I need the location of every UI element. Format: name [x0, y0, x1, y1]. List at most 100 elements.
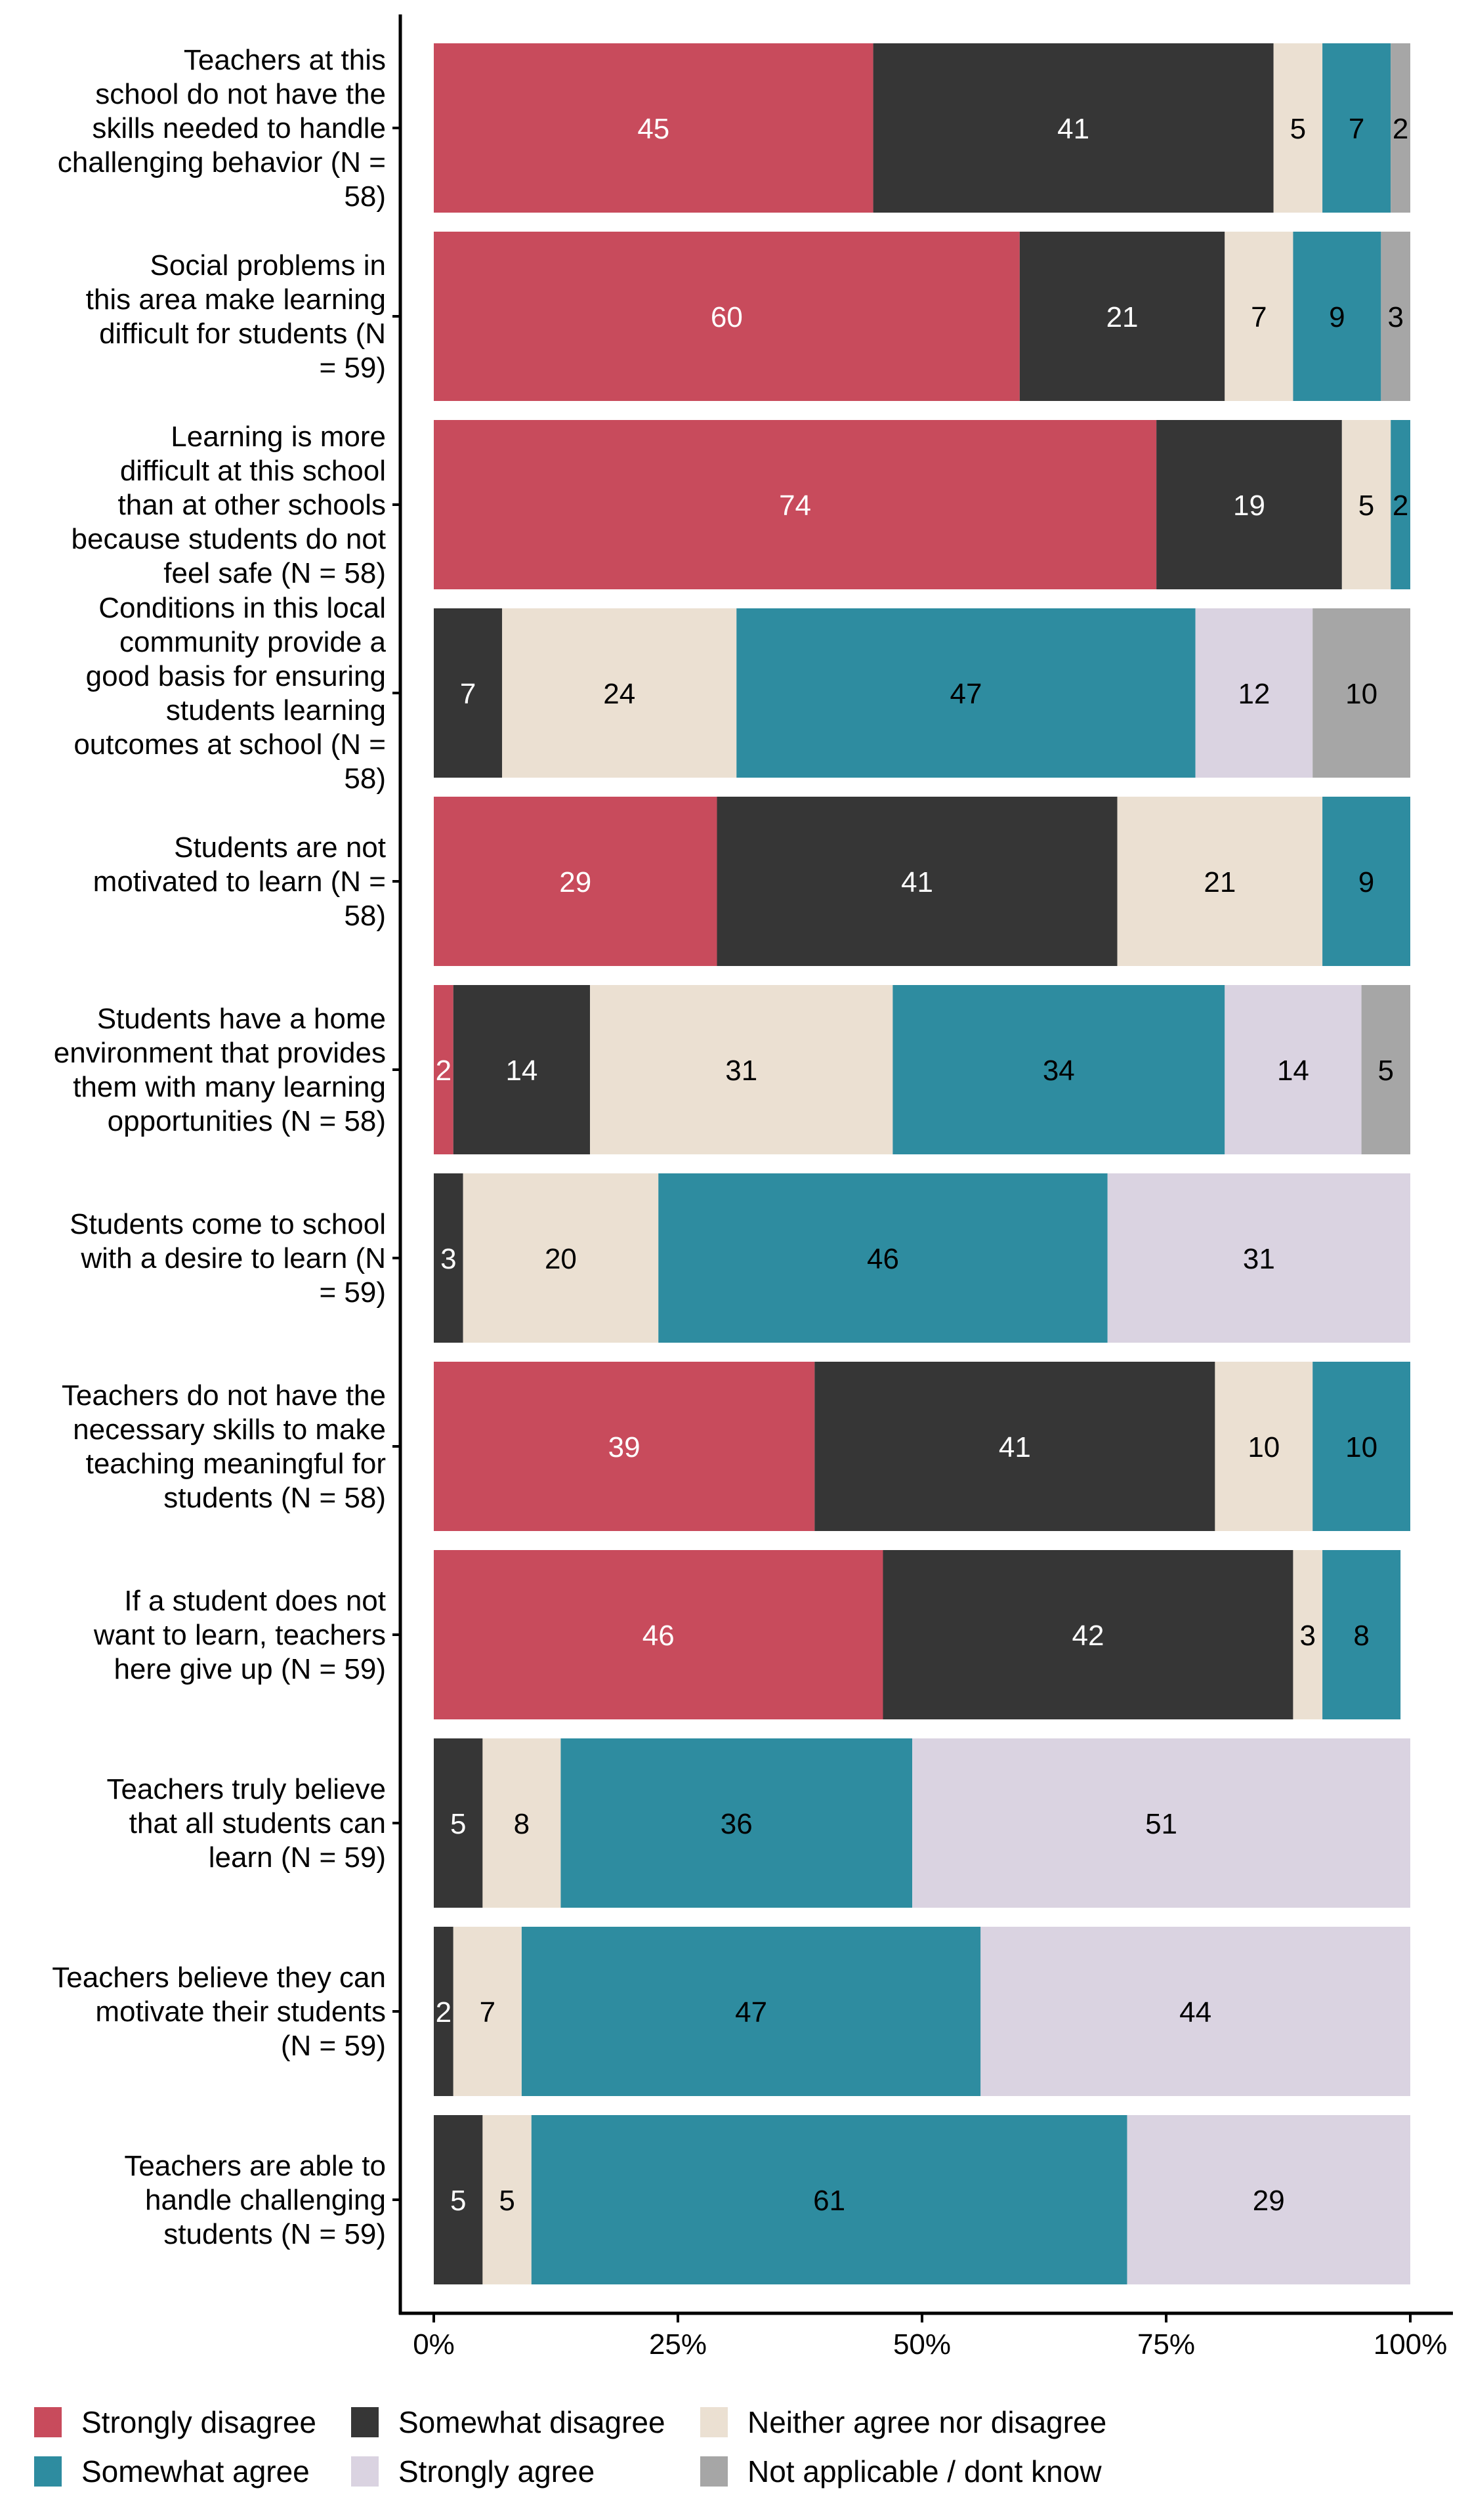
bar-segment [1312, 1362, 1410, 1531]
bar-value-label: 3 [440, 1243, 456, 1275]
category-label: Teachers do not have the necessary skills… [62, 1379, 386, 1514]
category-label-line: school do not have the [95, 78, 386, 110]
bar-value-label: 41 [999, 1431, 1031, 1463]
bar-segment [1117, 797, 1323, 966]
bar-value-label: 31 [725, 1055, 757, 1087]
bar-value-label: 14 [1277, 1055, 1309, 1087]
category-label-line: this area make learning [86, 284, 386, 316]
legend-item: Not applicable / dont know [700, 2454, 1102, 2488]
category-label-line: community provide a [119, 626, 386, 658]
bar-segment [463, 1173, 659, 1343]
bar-value-label: 44 [1179, 1996, 1211, 2028]
legend: Strongly disagree Somewhat disagree Neithe… [34, 2405, 1106, 2488]
axes [398, 14, 1453, 2315]
bar-segment [1225, 985, 1362, 1154]
category-label-line: 58) [344, 763, 386, 795]
bar-segment [1391, 43, 1410, 213]
category-label-line: opportunities (N = 58) [108, 1105, 386, 1137]
bar-value-label: 42 [1072, 1620, 1104, 1652]
bar-value-label: 7 [1349, 113, 1364, 145]
bar-value-label: 2 [1393, 490, 1408, 522]
bar-segment [453, 985, 591, 1154]
bar-segment [883, 1550, 1293, 1719]
bar-segment [1273, 43, 1323, 213]
bar-segment [980, 1927, 1410, 2096]
category-label-line: teaching meaningful for [86, 1448, 386, 1480]
bar-segment [434, 43, 873, 213]
bar-value-label: 31 [1243, 1243, 1275, 1275]
bar-value-label: 74 [779, 490, 811, 522]
category-label-line: = 59) [319, 352, 386, 384]
bar-value-label: 36 [721, 1808, 753, 1840]
bar-segment [814, 1362, 1215, 1531]
bar-value-label: 34 [1043, 1055, 1075, 1087]
bar-value-label: 24 [603, 678, 635, 710]
bar-segment [1127, 2115, 1410, 2284]
bar-segment [1225, 232, 1293, 401]
category-label-line: Teachers are able to [124, 2150, 386, 2182]
category-label-line: skills needed to handle [92, 112, 386, 144]
category-label-line: outcomes at school (N = [74, 728, 386, 761]
bar-value-label: 46 [867, 1243, 899, 1275]
bar-segment [434, 420, 1157, 589]
category-label-line: 58) [344, 180, 386, 213]
bar-value-label: 3 [1387, 301, 1403, 333]
bar-value-label: 8 [514, 1808, 530, 1840]
bar-value-label: 47 [735, 1996, 767, 2028]
bar-segment [434, 797, 717, 966]
category-label-line: handle challenging [145, 2184, 386, 2216]
category-label: If a student does not want to learn, teac… [93, 1585, 386, 1685]
bar-segment [912, 1738, 1410, 1908]
bar-segment [1156, 420, 1342, 589]
bar-segment [434, 985, 453, 1154]
bar-value-label: 8 [1353, 1620, 1369, 1652]
bar-value-label: 39 [608, 1431, 640, 1463]
bar-segment [434, 608, 503, 778]
bar-value-label: 3 [1300, 1620, 1316, 1652]
bar-segment [531, 2115, 1127, 2284]
category-label-line: Students are not [174, 831, 386, 864]
category-label-line: learn (N = 59) [209, 1841, 386, 1874]
bar-value-label: 2 [436, 1055, 452, 1087]
bar-value-label: 45 [637, 113, 669, 145]
bar-segment [521, 1927, 981, 2096]
bar-value-label: 7 [460, 678, 476, 710]
bar-segment [453, 1927, 522, 2096]
bar-value-label: 2 [436, 1996, 452, 2028]
bar-value-label: 21 [1204, 866, 1236, 898]
bar-segment [434, 1927, 453, 2096]
category-label-line: (N = 59) [281, 2030, 386, 2062]
category-label-line: with a desire to learn (N [80, 1242, 386, 1274]
legend-item: Neither agree nor disagree [700, 2405, 1106, 2439]
category-label-line: students (N = 59) [163, 2218, 386, 2250]
bar-value-label: 47 [950, 678, 982, 710]
category-label-line: students (N = 58) [163, 1482, 386, 1514]
category-label-line: Social problems in [150, 249, 387, 282]
x-axis-ticks: 0% 25% 50% 75% 100% [413, 2313, 1447, 2361]
category-label-line: them with many learning [73, 1071, 386, 1103]
bar-value-label: 5 [1358, 490, 1374, 522]
category-label-line: challenging behavior (N = [58, 146, 386, 178]
bar-segment [434, 1173, 463, 1343]
bar-segment [1322, 797, 1410, 966]
category-label-line: want to learn, teachers [93, 1619, 386, 1651]
bar-segment [434, 1550, 883, 1719]
bar-segment [717, 797, 1118, 966]
legend-item: Strongly agree [351, 2454, 595, 2488]
bar-segment [1391, 420, 1410, 589]
bar-value-label: 2 [1393, 113, 1408, 145]
category-label: Students are not motivated to learn (N = 5… [93, 831, 386, 932]
bar-segment [1293, 1550, 1323, 1719]
bar-value-label: 19 [1233, 490, 1265, 522]
bar-segment [482, 1738, 561, 1908]
category-label: Students have a home environment that pro… [54, 1003, 386, 1137]
category-label-line: than at other schools [118, 489, 386, 521]
category-label-line: because students do not [72, 523, 386, 555]
legend-label: Strongly disagree [81, 2405, 316, 2439]
bar-segment [1381, 232, 1410, 401]
category-label-line: Teachers at this [184, 44, 386, 76]
bar-value-label: 21 [1106, 301, 1139, 333]
bar-value-label: 41 [901, 866, 933, 898]
bar-segment [434, 232, 1020, 401]
category-label-line: difficult for students (N [99, 318, 386, 350]
